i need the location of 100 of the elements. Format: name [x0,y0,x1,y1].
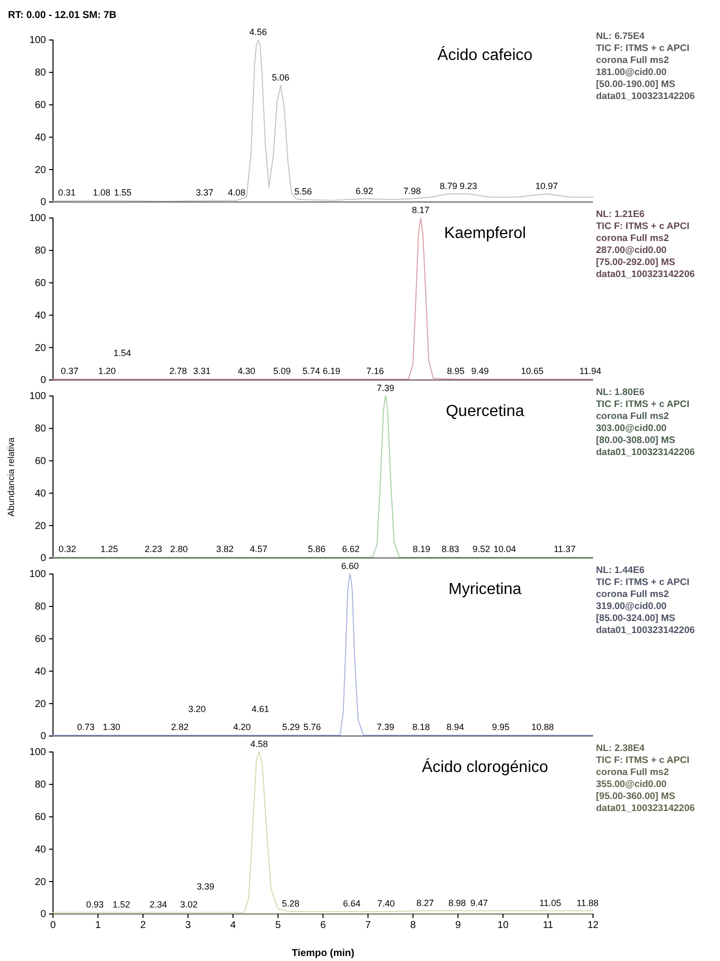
line-series [52,396,594,558]
annotation: 4.30 [238,366,256,376]
x-axis-title: Tiempo (min) [292,948,354,959]
annotation: 8.83 [442,544,460,554]
y-tick-label: 60 [34,100,46,111]
annotation: 7.40 [377,898,395,909]
text: 355.00@cid0.00 [596,779,667,790]
y-tick-label: 0 [40,731,46,742]
annotation: 6.19 [322,366,340,376]
annotation: 8.94 [446,722,464,732]
annotation: 0.93 [86,899,104,910]
annotation: 0.73 [77,722,95,732]
annotation: 8.98 [448,898,466,908]
text: data01_100323142206 [596,803,695,814]
annotation: 9.49 [471,366,489,376]
text: 181.00@cid0.00 [596,67,667,78]
annotation: 8.18 [412,722,430,732]
annotation: 7.98 [403,186,421,196]
y-tick-label: 80 [34,424,46,435]
text: data01_100323142206 [596,91,695,102]
annotation: 2.23 [144,544,162,554]
y-tick-label: 60 [34,812,46,823]
annotation: 3.20 [188,704,206,714]
y-tick-label: 60 [34,634,46,645]
y-tick-label: 80 [34,246,46,257]
text: [80.00-308.00] MS [596,435,676,446]
text: NL: 2.38E4 [596,743,646,754]
text: corona Full ms2 [596,55,669,66]
x-tick-label: 0 [50,920,56,932]
annotation: 4.20 [233,722,251,732]
x-tick-label: 10 [497,920,509,932]
annotation: 3.02 [180,899,198,910]
y-tick-label: 20 [34,698,46,710]
x-tick-label: 8 [410,920,416,932]
x-tick-label: 2 [140,920,146,932]
annotation: 10.65 [520,366,544,376]
annotation: 9.52 [472,544,490,554]
x-tick-label: 6 [320,920,326,932]
annotation: 11.05 [539,898,562,908]
text: TIC F: ITMS + c APCI [596,221,690,232]
chart-title: Myricetina [448,581,522,598]
annotation: 5.86 [308,544,326,554]
annotation: 4.08 [228,187,246,198]
annotation: 6.60 [341,561,359,571]
annotation: 4.58 [250,739,268,749]
text: NL: 6.75E4 [596,31,646,42]
annotation: 6.92 [356,186,374,196]
text: NL: 1.80E6 [596,387,645,398]
text: data01_100323142206 [596,625,695,636]
x-tick-label: 9 [455,920,462,932]
text: TIC F: ITMS + c APCI [596,755,690,766]
text: NL: 1.44E6 [596,565,645,576]
y-tick-label: 80 [34,780,46,791]
text: [75.00-292.00] MS [596,257,676,268]
annotation: 2.34 [150,899,168,910]
y-tick-label: 100 [29,747,46,758]
x-tick-label: 1 [95,920,102,932]
annotation: 0.32 [58,544,76,554]
text: TIC F: ITMS + c APCI [596,399,690,410]
annotation: 1.55 [114,188,132,198]
line-series [52,40,594,202]
annotation: 4.56 [249,27,267,37]
annotation: 8.27 [416,898,434,908]
annotation: 4.61 [252,704,270,714]
y-tick-label: 20 [34,164,46,176]
annotation: 6.64 [343,898,361,909]
y-tick-label: 0 [40,909,46,920]
y-tick-label: 80 [34,68,46,79]
annotation: 8.19 [412,544,430,554]
annotation: 1.08 [92,188,110,198]
annotation: 3.37 [196,188,214,198]
chart-subtitle: RT: 0.00 - 12.01 SM: 7B [8,10,116,21]
y-tick-label: 40 [34,666,46,678]
line-series [52,574,594,736]
annotation: 7.16 [366,366,384,376]
annotation: 3.39 [196,881,214,892]
x-tick-label: 5 [275,920,282,932]
y-tick-label: 40 [34,132,46,144]
annotation: 1.54 [114,348,132,358]
annotation: 7.39 [376,722,394,732]
annotation: 11.88 [576,898,599,908]
y-tick-label: 100 [29,391,46,402]
text: NL: 1.21E6 [596,209,645,220]
y-tick-label: 0 [40,375,46,386]
annotation: 5.29 [282,722,300,732]
annotation: 10.04 [494,544,516,554]
text: [85.00-324.00] MS [596,613,676,624]
annotation: 4.57 [250,544,268,554]
x-tick-label: 7 [365,920,372,932]
y-tick-label: 80 [34,602,46,613]
text: data01_100323142206 [596,269,695,280]
chart-title: Ácido cafeico [437,46,533,64]
annotation: 3.31 [193,366,211,376]
x-tick-label: 4 [230,920,236,932]
text: [50.00-190.00] MS [596,79,676,90]
annotation: 5.56 [294,186,312,197]
y-tick-label: 100 [29,213,46,224]
annotation: 0.31 [58,188,76,198]
annotation: 2.80 [170,544,188,554]
annotation: 3.82 [216,544,234,554]
